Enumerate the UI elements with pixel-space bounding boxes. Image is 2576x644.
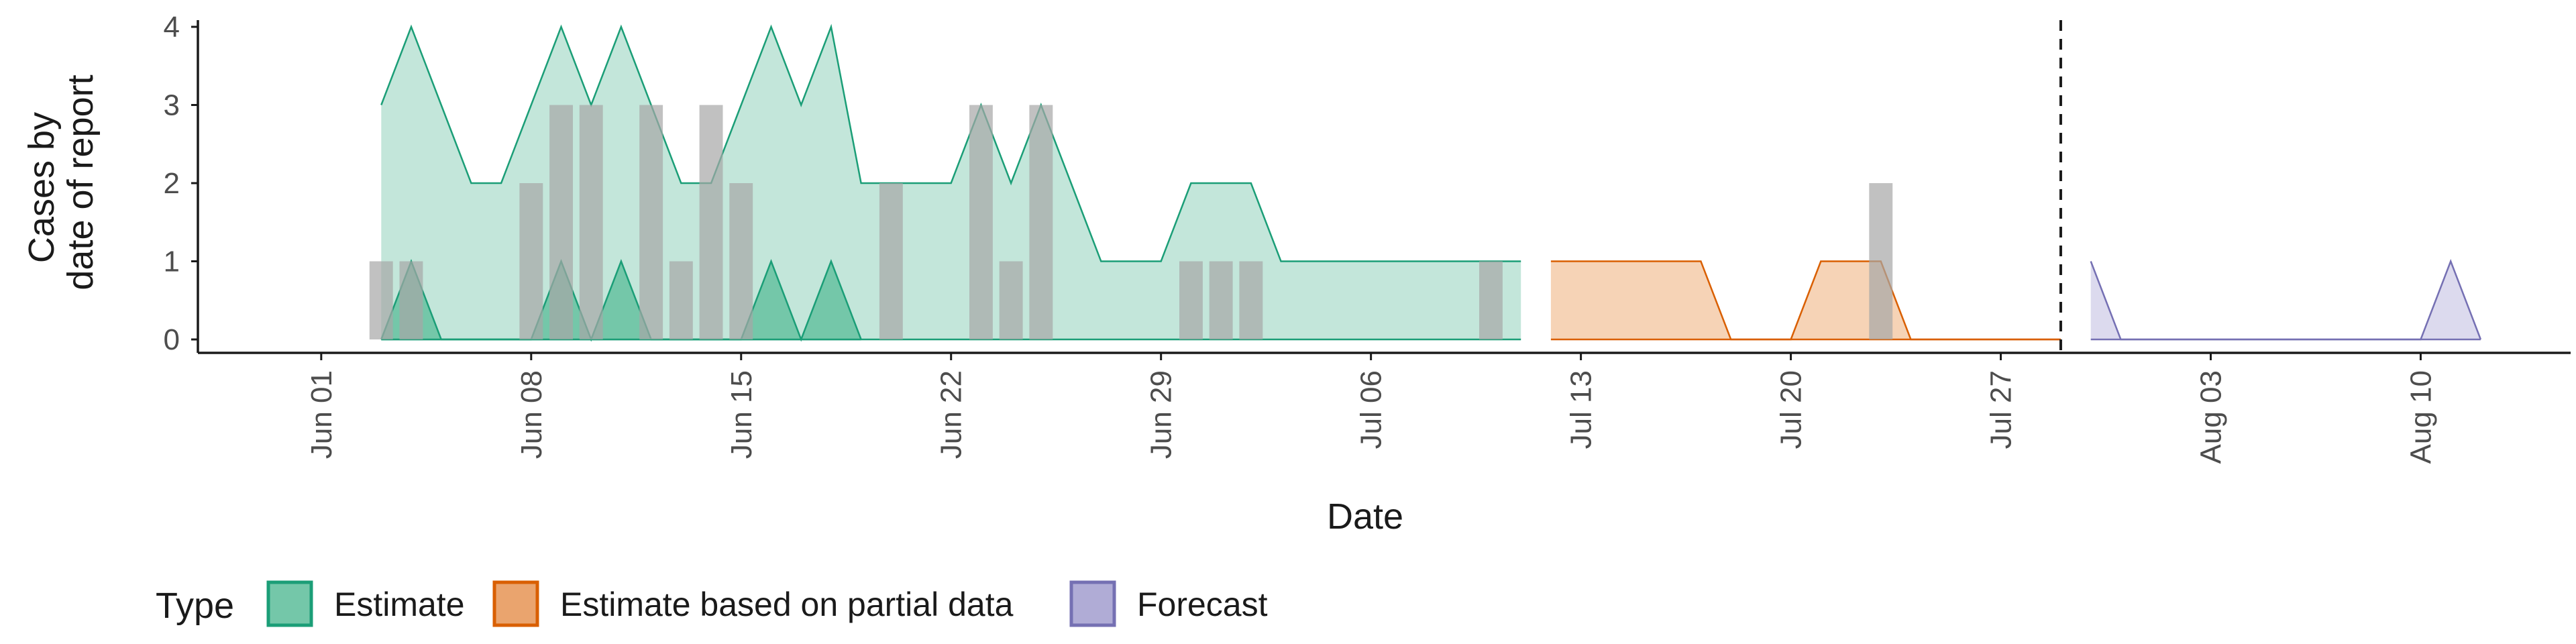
reported-case-bar xyxy=(399,261,423,339)
series-1-ribbon xyxy=(381,261,861,339)
y-tick-label: 2 xyxy=(164,167,180,200)
reported-case-bar xyxy=(969,105,993,339)
y-tick-label: 4 xyxy=(164,11,180,44)
reported-case-bar xyxy=(1479,261,1503,339)
legend-entries: Estimate Estimate based on partial data Fo… xyxy=(266,580,1268,627)
series-3-ribbon xyxy=(2090,261,2481,339)
series-3-upper-line xyxy=(2090,259,2482,341)
reported-case-bar xyxy=(579,105,603,339)
reported-case-bar xyxy=(1029,105,1053,339)
plot-area xyxy=(369,20,2482,353)
y-tick-label: 0 xyxy=(164,323,180,356)
x-axis-title: Date xyxy=(1327,496,1403,537)
x-tick-label: Jul 20 xyxy=(1775,370,1808,449)
reported-case-bar xyxy=(699,105,723,339)
series-0-upper-line xyxy=(380,23,1521,262)
legend-key-0 xyxy=(266,580,313,627)
y-tick-label: 3 xyxy=(164,89,180,122)
reported-case-bar xyxy=(729,183,753,339)
reported-case-bar xyxy=(549,105,573,339)
reported-case-bar xyxy=(879,183,903,339)
series-2-ribbon xyxy=(1550,261,2061,339)
x-tick-label: Aug 03 xyxy=(2194,370,2227,464)
legend-label-1: Estimate based on partial data xyxy=(560,586,1014,623)
reported-case-bar xyxy=(1209,261,1233,339)
axes: 0 1 2 3 4 Jun 01 Jun 08 Jun 15 Jun 22 Jun 29 Jul … xyxy=(164,11,2571,464)
y-axis-title-line-1: Cases by xyxy=(21,112,62,263)
x-tick-label: Jul 06 xyxy=(1355,370,1388,449)
legend-label-2: Forecast xyxy=(1137,586,1268,623)
legend-key-1 xyxy=(492,580,539,627)
reported-case-bar xyxy=(999,261,1023,339)
legend: Type Estimate Estimate based on partial d… xyxy=(156,580,1268,627)
reported-case-bar xyxy=(519,183,543,339)
y-axis-title-line-2: date of report xyxy=(60,74,101,290)
legend-title: Type xyxy=(156,586,234,626)
x-tick-label: Jul 27 xyxy=(1985,370,2018,449)
x-tick-label: Jun 01 xyxy=(305,370,338,459)
x-tick-label: Jun 15 xyxy=(725,370,758,459)
legend-label-0: Estimate xyxy=(334,586,465,623)
x-tick-label: Jun 29 xyxy=(1145,370,1178,459)
reported-case-bar xyxy=(639,105,663,339)
x-tick-label: Aug 10 xyxy=(2404,370,2437,464)
reported-case-bar xyxy=(369,261,393,339)
x-ticks: Jun 01 Jun 08 Jun 15 Jun 22 Jun 29 Jul 06 Jul … xyxy=(305,353,2437,464)
y-ticks: 0 1 2 3 4 xyxy=(164,11,198,356)
x-tick-label: Jul 13 xyxy=(1565,370,1598,449)
reported-case-bar xyxy=(1239,261,1263,339)
legend-key-2 xyxy=(1069,580,1116,627)
reported-case-bar xyxy=(669,261,693,339)
y-tick-label: 1 xyxy=(164,246,180,278)
x-tick-label: Jun 08 xyxy=(515,370,548,459)
reported-case-bar xyxy=(1869,183,1893,339)
reported-case-bar xyxy=(1179,261,1203,339)
x-tick-label: Jun 22 xyxy=(935,370,968,459)
y-axis-title: Cases by date of report xyxy=(21,74,101,290)
